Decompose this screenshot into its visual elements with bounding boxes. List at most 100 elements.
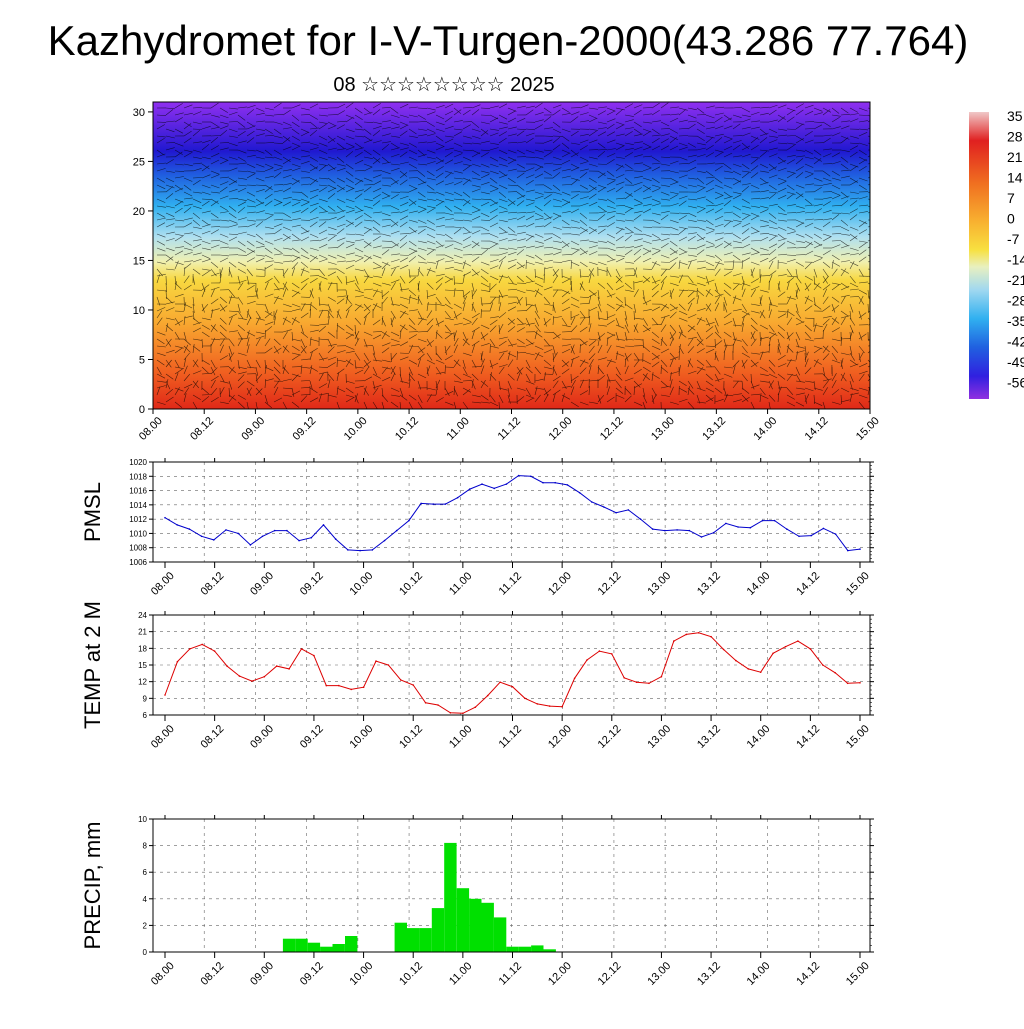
xtick-label: 14.00 [745, 960, 773, 988]
series-point [710, 636, 712, 638]
xtick-label: 12.00 [546, 960, 574, 988]
series-point [785, 646, 787, 648]
xtick-label: 08.00 [149, 960, 177, 988]
colorbar-label: -7 [1007, 231, 1020, 247]
series-point [661, 676, 663, 678]
ytick-label: 1010 [129, 529, 147, 538]
series-point [561, 706, 563, 708]
series-point [737, 526, 739, 528]
xtick-label: 09.12 [298, 723, 326, 751]
panel-ylabel: PMSL [80, 482, 105, 542]
xtick-label: 09.12 [298, 570, 326, 598]
xtick-label: 15.00 [844, 723, 872, 751]
ytick-label: 6 [143, 868, 148, 877]
series-point [189, 528, 191, 530]
xtick-label: 11.12 [497, 570, 524, 597]
ytick-label: 1008 [129, 544, 147, 553]
series-point [760, 671, 762, 673]
series-point [499, 681, 501, 683]
heatmap-xtick-label: 13.12 [700, 415, 728, 443]
xtick-label: 09.12 [298, 960, 326, 988]
series-point [226, 665, 228, 667]
xtick-label: 10.00 [347, 723, 375, 751]
ytick-label: 0 [143, 948, 148, 957]
series-point [288, 668, 290, 670]
series-point [586, 659, 588, 661]
precip-bar [519, 947, 531, 952]
series-point [313, 655, 315, 657]
series-point [530, 476, 532, 478]
series-point [810, 535, 812, 537]
series-point [239, 675, 241, 677]
precip-bar [320, 947, 332, 952]
colorbar-label: 21 [1007, 149, 1023, 165]
ytick-label: 6 [143, 711, 148, 720]
xtick-label: 14.00 [745, 723, 773, 751]
xtick-label: 13.12 [695, 723, 723, 751]
xtick-label: 13.12 [695, 570, 723, 598]
precip-bar [531, 945, 543, 952]
ytick-label: 24 [138, 611, 147, 620]
precip-bar [295, 939, 307, 952]
ytick-label: 1016 [129, 487, 147, 496]
xtick-label: 12.00 [546, 570, 574, 598]
series-point [664, 530, 666, 532]
series-point [286, 530, 288, 532]
series-point [686, 634, 688, 636]
xtick-label: 10.00 [347, 960, 375, 988]
xtick-label: 15.00 [844, 960, 872, 988]
series-point [689, 530, 691, 532]
series-point [251, 680, 253, 682]
precip-bar [444, 843, 456, 952]
series-point [250, 544, 252, 546]
series-point [372, 549, 374, 551]
precip-bar [419, 928, 431, 952]
series-point [359, 550, 361, 552]
chart-subtitle: 08 ☆☆☆☆☆☆☆☆ 2025 [333, 74, 554, 96]
series-point [450, 712, 452, 714]
precip-bar [283, 939, 295, 952]
series-point [164, 694, 166, 696]
xtick-label: 08.00 [149, 570, 177, 598]
series-point [225, 529, 227, 531]
xtick-label: 09.00 [248, 570, 276, 598]
series-point [237, 533, 239, 535]
series-point [420, 503, 422, 505]
series-point [713, 532, 715, 534]
series-point [457, 497, 459, 499]
series-point [698, 632, 700, 634]
series-point [735, 660, 737, 662]
series-point [549, 705, 551, 707]
xtick-label: 10.00 [347, 570, 375, 598]
heatmap-xtick-label: 10.00 [342, 415, 370, 443]
xtick-label: 08.12 [199, 723, 227, 751]
series-point [437, 704, 439, 706]
series-point [506, 483, 508, 485]
ytick-label: 1020 [129, 458, 147, 467]
series-point [623, 677, 625, 679]
series-point [574, 678, 576, 680]
colorbar-label: -49 [1007, 354, 1024, 370]
series-point [537, 703, 539, 705]
ytick-label: 1018 [129, 472, 147, 481]
xtick-label: 13.12 [695, 960, 723, 988]
ytick-label: 1012 [129, 515, 147, 524]
xtick-label: 11.00 [447, 960, 474, 987]
series-point [201, 644, 203, 646]
series-point [487, 695, 489, 697]
heatmap-ytick-label: 20 [133, 206, 145, 218]
colorbar-label: 35 [1007, 108, 1023, 124]
colorbar-label: 0 [1007, 211, 1015, 227]
series-point [518, 475, 520, 477]
heatmap-xtick-label: 08.12 [188, 415, 216, 443]
heatmap-xtick-label: 09.12 [291, 415, 319, 443]
series-point [396, 530, 398, 532]
series-point [676, 529, 678, 531]
series-point [201, 536, 203, 538]
series-point [375, 660, 377, 662]
xtick-label: 11.00 [447, 570, 474, 597]
